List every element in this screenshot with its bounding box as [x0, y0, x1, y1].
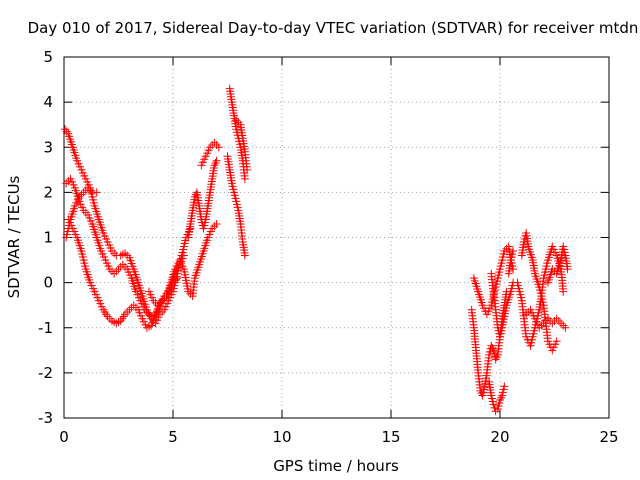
data-point [240, 174, 249, 183]
x-tick-label: 15 [381, 428, 400, 446]
data-point [243, 165, 252, 174]
x-tick-label: 10 [272, 428, 291, 446]
data-point [214, 143, 223, 152]
data-point [559, 321, 568, 330]
x-tick-label: 5 [168, 428, 178, 446]
data-point [79, 188, 88, 197]
data-point [64, 177, 73, 186]
data-point [559, 287, 568, 296]
x-tick-label: 25 [599, 428, 618, 446]
data-point [125, 305, 134, 314]
data-point [173, 274, 182, 283]
data-point [110, 249, 119, 258]
data-point [129, 301, 138, 310]
data-point [123, 307, 132, 316]
data-point [114, 318, 123, 327]
y-tick-label: 5 [43, 48, 53, 66]
data-point [179, 251, 188, 260]
data-point [552, 314, 561, 323]
data-point [112, 319, 121, 328]
data-point [557, 319, 566, 328]
data-point [107, 316, 116, 325]
data-point [121, 249, 130, 258]
data-point [114, 265, 123, 274]
data-point [500, 382, 509, 391]
data-point [497, 393, 506, 402]
data-point [210, 138, 219, 147]
data-point [81, 208, 90, 217]
data-point [489, 400, 498, 409]
data-point [121, 262, 130, 271]
data-point [212, 140, 221, 149]
y-tick-label: -2 [38, 364, 53, 382]
data-point [490, 403, 499, 412]
chart-title: Day 010 of 2017, Sidereal Day-to-day VTE… [28, 19, 639, 37]
data-point [554, 316, 563, 325]
data-point [92, 188, 101, 197]
data-point [112, 267, 121, 276]
x-tick-label: 20 [490, 428, 509, 446]
data-point [509, 247, 518, 256]
data-point [561, 323, 570, 332]
data-point [211, 159, 220, 168]
data-point [212, 156, 221, 165]
data-point [212, 219, 221, 228]
data-markers [61, 84, 572, 416]
data-point [537, 321, 546, 330]
data-point [563, 265, 572, 274]
data-point [118, 260, 127, 269]
y-axis-label: SDTVAR / TECUs [5, 175, 23, 298]
data-point [118, 250, 127, 259]
grid-lines [64, 57, 609, 418]
axis-ticks: 0 5 10 15 20 25 -3 -2 -1 0 1 2 3 4 5 [38, 48, 619, 446]
y-tick-label: 2 [43, 183, 53, 201]
y-tick-label: -3 [38, 409, 53, 427]
y-tick-label: -1 [38, 319, 53, 337]
data-point [524, 307, 533, 316]
data-point [210, 222, 219, 231]
y-tick-label: 4 [43, 93, 53, 111]
data-point [232, 116, 241, 125]
y-tick-label: 1 [43, 229, 53, 247]
data-point [86, 186, 95, 195]
y-tick-label: 0 [43, 274, 53, 292]
y-tick-label: 3 [43, 138, 53, 156]
data-point [131, 303, 140, 312]
x-tick-label: 0 [59, 428, 69, 446]
data-point [62, 179, 71, 188]
data-point [552, 337, 561, 346]
data-point [105, 314, 114, 323]
data-point [110, 269, 119, 278]
data-point [240, 251, 249, 260]
x-axis-label: GPS time / hours [273, 457, 399, 475]
